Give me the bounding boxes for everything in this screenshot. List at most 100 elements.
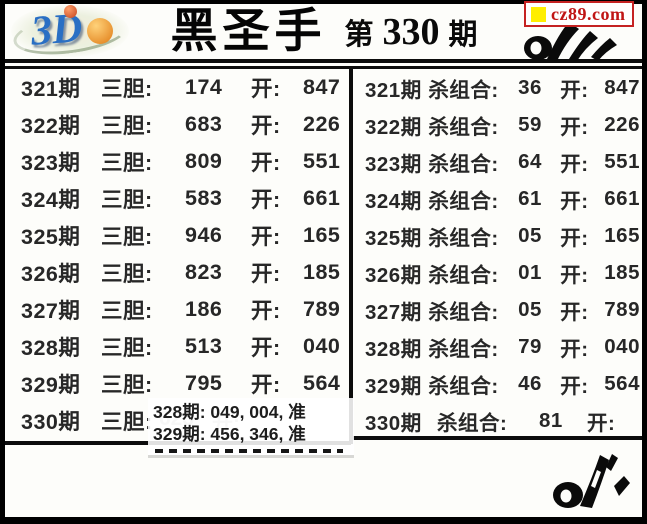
prediction-label: 杀组合: [428, 152, 499, 176]
table-row: 329期 杀组合: 46 开: 564 [357, 365, 640, 402]
yellow-square-icon [531, 6, 546, 22]
open-result: 165 [604, 223, 640, 247]
open-label: 开: [560, 374, 589, 398]
prediction-label: 三胆: [101, 373, 153, 397]
table-row: 323期 三胆: 809 开: 551 [7, 143, 347, 180]
prediction-label: 杀组合: [428, 189, 499, 213]
table-row: 327期 杀组合: 05 开: 789 [357, 291, 640, 328]
prediction-value: 583 [185, 186, 223, 210]
prediction-value: 513 [185, 334, 223, 358]
open-label: 开: [251, 262, 281, 286]
prediction-value: 79 [518, 334, 542, 358]
period-label: 330期 [21, 410, 81, 434]
prediction-value: 809 [185, 149, 223, 173]
period-label: 321期 [21, 77, 81, 101]
period-label: 323期 [21, 151, 81, 175]
open-label: 开: [251, 373, 281, 397]
table-row: 326期 杀组合: 01 开: 185 [357, 254, 640, 291]
open-result: 551 [604, 149, 640, 173]
open-label: 开: [251, 299, 281, 323]
open-result: 040 [303, 334, 341, 358]
ink-mark-icon [553, 454, 630, 508]
prediction-value: 05 [518, 297, 542, 321]
prediction-label: 杀组合: [428, 374, 499, 398]
open-result: 789 [604, 297, 640, 321]
issue-suffix: 期 [448, 19, 478, 51]
note-line: 329期: 456, 346, 准 [153, 424, 306, 444]
open-result: 564 [303, 371, 341, 395]
prediction-value: 59 [518, 112, 542, 136]
site-url: cz89.com [551, 4, 626, 24]
issue-number: 330 [382, 11, 440, 53]
prediction-label: 三胆: [101, 151, 153, 175]
table-row: 321期 三胆: 174 开: 847 [7, 69, 347, 106]
right-panel: 321期 杀组合: 36 开: 847 322期 杀组合: 59 开: 226 … [357, 69, 640, 439]
table-row: 323期 杀组合: 64 开: 551 [357, 143, 640, 180]
table-row: 322期 杀组合: 59 开: 226 [357, 106, 640, 143]
issue-label: 第 330 期 [344, 13, 477, 51]
page-title: 黑圣手 第 330 期 [123, 6, 525, 58]
open-result: 847 [604, 75, 640, 99]
logo-ball-icon [87, 18, 113, 44]
period-label: 329期 [365, 374, 422, 398]
issue-prefix: 第 [344, 19, 374, 51]
open-label: 开: [560, 263, 589, 287]
open-result: 551 [303, 149, 341, 173]
table-row: 327期 三胆: 186 开: 789 [7, 291, 347, 328]
table-row: 325期 杀组合: 05 开: 165 [357, 217, 640, 254]
open-result: 226 [303, 112, 341, 136]
prediction-value: 795 [185, 371, 223, 395]
open-label: 开: [560, 226, 589, 250]
logo-small-ball-icon [64, 5, 77, 18]
prediction-label: 三胆: [101, 77, 153, 101]
right-panel-border [349, 436, 642, 440]
open-result: 789 [303, 297, 341, 321]
period-label: 330期 [365, 411, 422, 435]
prediction-value: 174 [185, 75, 223, 99]
prediction-value: 61 [518, 186, 542, 210]
prediction-value: 81 [539, 408, 563, 432]
table-row: 324期 三胆: 583 开: 661 [7, 180, 347, 217]
prediction-label: 三胆: [101, 336, 153, 360]
open-label: 开: [560, 337, 589, 361]
open-result: 564 [604, 371, 640, 395]
column-divider [349, 66, 353, 444]
table-row: 330期 三胆: [7, 402, 347, 439]
table-row: 330期 杀组合: 81 开: [357, 402, 640, 439]
fucai-3d-logo: 3D [10, 5, 132, 61]
period-label: 321期 [365, 78, 422, 102]
prediction-label: 杀组合: [428, 115, 499, 139]
open-result: 661 [303, 186, 341, 210]
prediction-value: 36 [518, 75, 542, 99]
site-badge[interactable]: cz89.com [524, 1, 635, 27]
period-label: 325期 [365, 226, 422, 250]
prediction-value: 823 [185, 260, 223, 284]
header-divider [5, 59, 642, 63]
open-label: 开: [251, 114, 281, 138]
table-row: 324期 杀组合: 61 开: 661 [357, 180, 640, 217]
period-label: 324期 [365, 189, 422, 213]
prediction-label: 三胆: [101, 225, 153, 249]
prediction-label: 杀组合: [428, 78, 499, 102]
period-label: 327期 [21, 299, 81, 323]
period-label: 326期 [21, 262, 81, 286]
open-label: 开: [560, 78, 589, 102]
open-result: 661 [604, 186, 640, 210]
prediction-label: 三胆: [101, 410, 153, 434]
period-label: 322期 [365, 115, 422, 139]
prediction-label: 杀组合: [437, 411, 508, 435]
prediction-label: 三胆: [101, 188, 153, 212]
prediction-label: 三胆: [101, 262, 153, 286]
period-label: 328期 [365, 337, 422, 361]
prediction-value: 05 [518, 223, 542, 247]
open-label: 开: [560, 300, 589, 324]
prediction-value: 683 [185, 112, 223, 136]
open-label: 开: [560, 189, 589, 213]
left-panel: 321期 三胆: 174 开: 847 322期 三胆: 683 开: 226 … [7, 69, 347, 439]
table-row: 328期 杀组合: 79 开: 040 [357, 328, 640, 365]
open-result: 185 [303, 260, 341, 284]
prediction-label: 杀组合: [428, 263, 499, 287]
prediction-value: 946 [185, 223, 223, 247]
period-label: 327期 [365, 300, 422, 324]
